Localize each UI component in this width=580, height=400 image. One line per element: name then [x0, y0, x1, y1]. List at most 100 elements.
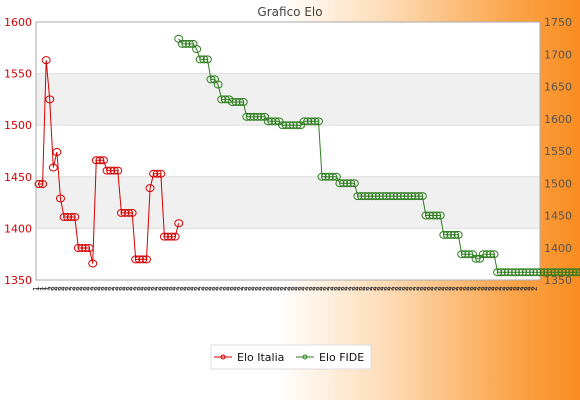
- data-point: [109, 166, 119, 175]
- data-point: [564, 268, 574, 277]
- x-tick-label: 2: [172, 286, 181, 291]
- x-tick-label: 2: [311, 286, 320, 291]
- x-tick-label: 2: [272, 286, 281, 291]
- x-tick-label: 2: [283, 286, 292, 291]
- data-point: [106, 166, 116, 175]
- data-point: [303, 117, 313, 126]
- x-tick-label: 2: [383, 286, 392, 291]
- y-right-tick-label: 1450: [544, 210, 572, 223]
- legend-label-elo-fide: Elo FIDE: [319, 351, 364, 364]
- x-tick-label: 2: [107, 286, 116, 291]
- legend-item-elo-fide: Elo FIDE: [296, 351, 364, 364]
- x-tick-label: 2: [61, 286, 70, 291]
- data-point: [48, 163, 58, 172]
- data-point: [152, 169, 162, 178]
- x-tick-label: 2: [509, 286, 518, 291]
- data-point: [70, 213, 80, 222]
- data-point: [568, 268, 578, 277]
- x-tick-label: 1: [43, 286, 52, 291]
- data-point: [116, 208, 126, 217]
- data-point: [464, 250, 474, 259]
- data-point: [339, 179, 349, 188]
- data-point: [421, 211, 431, 220]
- x-tick-label: 2: [322, 286, 331, 291]
- data-point: [102, 166, 112, 175]
- data-point: [270, 117, 280, 126]
- x-tick-label: 2: [387, 286, 396, 291]
- x-tick-label: 2: [501, 286, 510, 291]
- data-point: [335, 179, 345, 188]
- data-point: [503, 268, 513, 277]
- data-point: [98, 156, 108, 165]
- data-point: [59, 213, 69, 222]
- x-tick-label: 2: [344, 286, 353, 291]
- x-tick-label: 2: [369, 286, 378, 291]
- data-point: [571, 268, 580, 277]
- data-point: [77, 244, 87, 253]
- data-point: [192, 45, 202, 54]
- x-tick-label: 2: [347, 286, 356, 291]
- x-tick-label: 2: [340, 286, 349, 291]
- data-point: [73, 244, 83, 253]
- data-point: [371, 192, 381, 201]
- x-tick-label: 2: [505, 286, 514, 291]
- data-point: [231, 97, 241, 106]
- x-tick-label: 1: [32, 286, 41, 291]
- x-tick-label: 2: [473, 286, 482, 291]
- data-point: [195, 55, 205, 64]
- x-tick-label: 2: [150, 286, 159, 291]
- data-point: [256, 112, 266, 121]
- data-point: [238, 97, 248, 106]
- x-tick-label: 2: [480, 286, 489, 291]
- x-tick-label: 2: [218, 286, 227, 291]
- data-point: [66, 213, 76, 222]
- data-point: [127, 208, 137, 217]
- data-point: [159, 232, 169, 241]
- x-tick-label: 2: [326, 286, 335, 291]
- x-tick-label: 2: [89, 286, 98, 291]
- x-axis-labels: 1111222222222222222222222222222222222222…: [32, 286, 539, 291]
- data-point: [313, 117, 323, 126]
- data-point: [141, 255, 151, 264]
- data-point: [414, 192, 424, 201]
- x-tick-label: 2: [294, 286, 303, 291]
- data-point: [184, 39, 194, 48]
- data-point: [84, 244, 94, 253]
- data-point: [55, 194, 65, 203]
- x-tick-label: 2: [168, 286, 177, 291]
- x-tick-label: 2: [114, 286, 123, 291]
- x-tick-label: 2: [208, 286, 217, 291]
- x-tick-label: 1: [36, 286, 45, 291]
- x-tick-label: 2: [451, 286, 460, 291]
- data-point: [457, 250, 467, 259]
- data-point: [167, 232, 177, 241]
- x-tick-label: 2: [258, 286, 267, 291]
- x-tick-label: 2: [204, 286, 213, 291]
- x-tick-label: 2: [301, 286, 310, 291]
- data-point: [389, 192, 399, 201]
- data-point: [217, 95, 227, 104]
- data-point: [557, 268, 567, 277]
- x-tick-label: 2: [401, 286, 410, 291]
- x-tick-label: 2: [165, 286, 174, 291]
- data-point: [500, 268, 510, 277]
- x-tick-label: 2: [315, 286, 324, 291]
- data-point: [206, 75, 216, 84]
- data-point: [428, 211, 438, 220]
- legend-box: [210, 344, 372, 370]
- x-tick-label: 2: [254, 286, 263, 291]
- x-tick-label: 2: [68, 286, 77, 291]
- data-point: [442, 230, 452, 239]
- data-point: [174, 219, 184, 228]
- x-tick-label: 2: [161, 286, 170, 291]
- data-point: [181, 39, 191, 48]
- y-right-tick-label: 1750: [544, 16, 572, 29]
- data-point: [532, 268, 542, 277]
- x-tick-label: 2: [236, 286, 245, 291]
- x-tick-label: 2: [487, 286, 496, 291]
- x-tick-label: 2: [200, 286, 209, 291]
- x-tick-label: 2: [154, 286, 163, 291]
- x-tick-label: 2: [469, 286, 478, 291]
- x-tick-label: 2: [337, 286, 346, 291]
- data-point: [521, 268, 531, 277]
